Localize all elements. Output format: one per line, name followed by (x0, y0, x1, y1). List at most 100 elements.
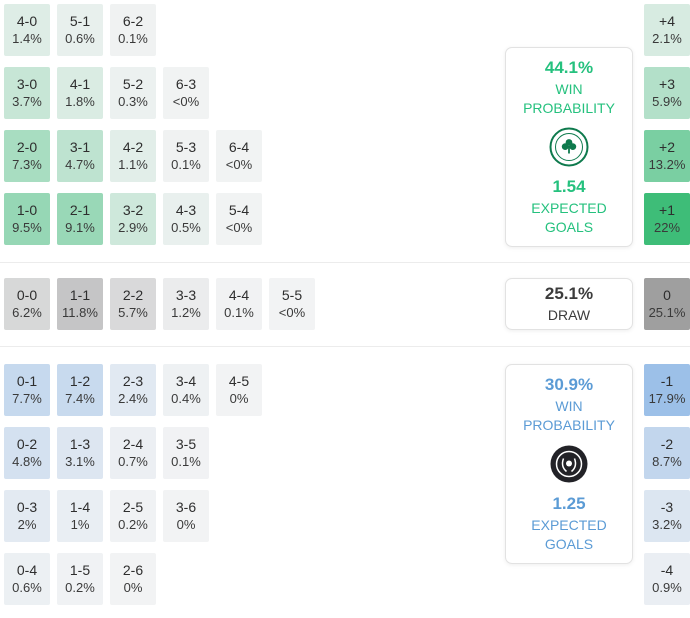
margin-cell--3: -3 3.2% (644, 490, 690, 542)
cell-score: +2 (659, 139, 675, 156)
cell-score: +3 (659, 76, 675, 93)
away-expected-goals-value: 1.25 (552, 494, 586, 513)
score-cell-4-1: 4-1 1.8% (57, 67, 103, 119)
home-win-panel: 44.1% WIN PROBABILITY 1.54 EXPECTED GOAL… (505, 47, 633, 247)
cell-probability: 2.4% (118, 390, 148, 406)
margin-cell-+2: +2 13.2% (644, 130, 690, 182)
score-cell-2-0: 2-0 7.3% (4, 130, 50, 182)
draw-label: DRAW (547, 307, 591, 324)
cell-probability: 0.1% (171, 453, 201, 469)
cell-probability: 0% (176, 516, 196, 532)
cell-probability: 0.7% (118, 453, 148, 469)
score-cell-2-2: 2-2 5.7% (110, 278, 156, 330)
cell-probability: 0.5% (171, 219, 201, 235)
cell-score: 4-3 (175, 202, 197, 219)
cell-score: 3-4 (175, 373, 197, 390)
cell-probability: 9.5% (12, 219, 42, 235)
draw-probability-value: 25.1% (544, 284, 594, 304)
cell-probability: 6.2% (12, 304, 42, 320)
cell-score: 3-6 (175, 499, 197, 516)
score-cell-3-2: 3-2 2.9% (110, 193, 156, 245)
cell-probability: 0.2% (65, 579, 95, 595)
score-cell-2-1: 2-1 9.1% (57, 193, 103, 245)
cell-probability: 1% (70, 516, 90, 532)
cell-score: 3-1 (69, 139, 91, 156)
cell-score: 1-3 (69, 436, 91, 453)
cell-score: 6-2 (122, 13, 144, 30)
cell-score: 1-1 (69, 287, 91, 304)
cell-score: 4-1 (69, 76, 91, 93)
score-cell-5-5: 5-5 <0% (269, 278, 315, 330)
score-cell-3-3: 3-3 1.2% (163, 278, 209, 330)
cell-probability: 4.7% (65, 156, 95, 172)
score-cell-5-1: 5-1 0.6% (57, 4, 103, 56)
score-cell-3-6: 3-6 0% (163, 490, 209, 542)
cell-probability: 3.7% (12, 93, 42, 109)
cell-score: 2-5 (122, 499, 144, 516)
away-win-label-line2: PROBABILITY (523, 417, 615, 434)
score-cell-5-2: 5-2 0.3% (110, 67, 156, 119)
cell-score: 2-0 (16, 139, 38, 156)
cell-probability: 0.1% (224, 304, 254, 320)
away-expected-label-line2: GOALS (544, 535, 594, 552)
cell-probability: 7.7% (12, 390, 42, 406)
cell-score: 2-6 (122, 562, 144, 579)
cell-probability: 7.4% (65, 390, 95, 406)
score-cell-4-3: 4-3 0.5% (163, 193, 209, 245)
score-cell-1-2: 1-2 7.4% (57, 364, 103, 416)
score-cell-0-0: 0-0 6.2% (4, 278, 50, 330)
section-divider (0, 346, 690, 347)
cell-probability: 0.9% (652, 579, 682, 595)
cell-probability: <0% (172, 93, 200, 109)
score-cell-1-4: 1-4 1% (57, 490, 103, 542)
cell-score: -2 (660, 436, 674, 453)
cell-score: 6-3 (175, 76, 197, 93)
cell-probability: 5.7% (118, 304, 148, 320)
cell-score: 4-5 (228, 373, 250, 390)
cell-score: 2-1 (69, 202, 91, 219)
cell-score: 0-1 (16, 373, 38, 390)
cell-probability: 1.1% (118, 156, 148, 172)
score-cell-0-2: 0-2 4.8% (4, 427, 50, 479)
score-cell-1-5: 1-5 0.2% (57, 553, 103, 605)
cell-probability: 7.3% (12, 156, 42, 172)
score-cell-2-5: 2-5 0.2% (110, 490, 156, 542)
margin-cell--4: -4 0.9% (644, 553, 690, 605)
cell-probability: 0.2% (118, 516, 148, 532)
cell-probability: 0% (123, 579, 143, 595)
away-expected-label-line1: EXPECTED (531, 516, 607, 533)
cell-score: 3-0 (16, 76, 38, 93)
cell-probability: 11.8% (62, 304, 98, 320)
cell-score: 0-4 (16, 562, 38, 579)
margin-cell--1: -1 17.9% (644, 364, 690, 416)
cell-score: -1 (660, 373, 674, 390)
score-cell-1-1: 1-1 11.8% (57, 278, 103, 330)
cell-probability: 25.1% (648, 304, 686, 320)
cell-score: 1-0 (16, 202, 38, 219)
cell-score: 5-5 (281, 287, 303, 304)
cell-probability: 2% (17, 516, 37, 532)
cell-probability: 1.2% (171, 304, 201, 320)
cell-probability: 3.2% (652, 516, 682, 532)
cell-score: 4-2 (122, 139, 144, 156)
home-expected-label-line2: GOALS (544, 218, 594, 235)
cell-probability: 5.9% (652, 93, 682, 109)
cell-score: 0 (663, 287, 671, 304)
score-cell-1-3: 1-3 3.1% (57, 427, 103, 479)
cell-score: 1-2 (69, 373, 91, 390)
score-cell-4-0: 4-0 1.4% (4, 4, 50, 56)
score-cell-3-5: 3-5 0.1% (163, 427, 209, 479)
cell-score: 3-5 (175, 436, 197, 453)
cell-score: -4 (660, 562, 674, 579)
margin-cell--2: -2 8.7% (644, 427, 690, 479)
cell-probability: <0% (225, 156, 253, 172)
cell-probability: <0% (225, 219, 253, 235)
cell-probability: 13.2% (648, 156, 686, 172)
cell-score: +4 (659, 13, 675, 30)
cell-probability: 1.4% (12, 30, 42, 46)
score-cell-5-4: 5-4 <0% (216, 193, 262, 245)
home-win-label-line2: PROBABILITY (523, 100, 615, 117)
cell-probability: 8.7% (652, 453, 682, 469)
cell-score: 4-0 (16, 13, 38, 30)
cell-probability: 2.9% (118, 219, 148, 235)
